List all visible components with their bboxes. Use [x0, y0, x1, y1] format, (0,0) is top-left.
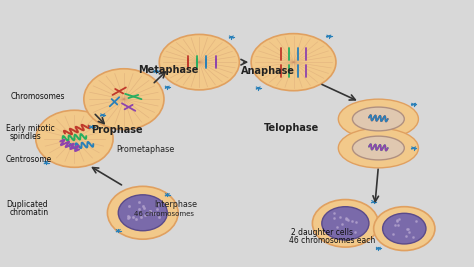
Text: Prometaphase: Prometaphase — [116, 145, 174, 154]
Ellipse shape — [322, 207, 369, 240]
Ellipse shape — [36, 110, 113, 167]
Text: Telophase: Telophase — [264, 123, 319, 133]
Text: 46 chromosomes: 46 chromosomes — [134, 211, 194, 217]
Ellipse shape — [374, 207, 435, 250]
Ellipse shape — [118, 195, 167, 231]
Text: Centrosome: Centrosome — [6, 155, 52, 164]
Ellipse shape — [338, 128, 419, 168]
Text: Metaphase: Metaphase — [138, 65, 199, 75]
Ellipse shape — [84, 69, 164, 129]
Text: Interphase: Interphase — [154, 200, 197, 209]
Ellipse shape — [353, 107, 404, 131]
Ellipse shape — [383, 213, 426, 244]
Ellipse shape — [108, 186, 178, 239]
Text: chromatin: chromatin — [10, 208, 49, 217]
Ellipse shape — [159, 34, 239, 90]
Text: Chromosomes: Chromosomes — [11, 92, 65, 101]
Text: spindles: spindles — [10, 132, 42, 141]
Ellipse shape — [338, 99, 419, 139]
Ellipse shape — [353, 136, 404, 160]
Text: Early mitotic: Early mitotic — [6, 124, 55, 133]
Ellipse shape — [312, 199, 378, 247]
Text: 2 daughter cells: 2 daughter cells — [291, 228, 353, 237]
Ellipse shape — [251, 34, 336, 91]
Text: Prophase: Prophase — [91, 124, 143, 135]
Text: Anaphase: Anaphase — [241, 66, 295, 76]
Text: Duplicated: Duplicated — [6, 200, 48, 209]
Text: 46 chromosomes each: 46 chromosomes each — [289, 236, 375, 245]
